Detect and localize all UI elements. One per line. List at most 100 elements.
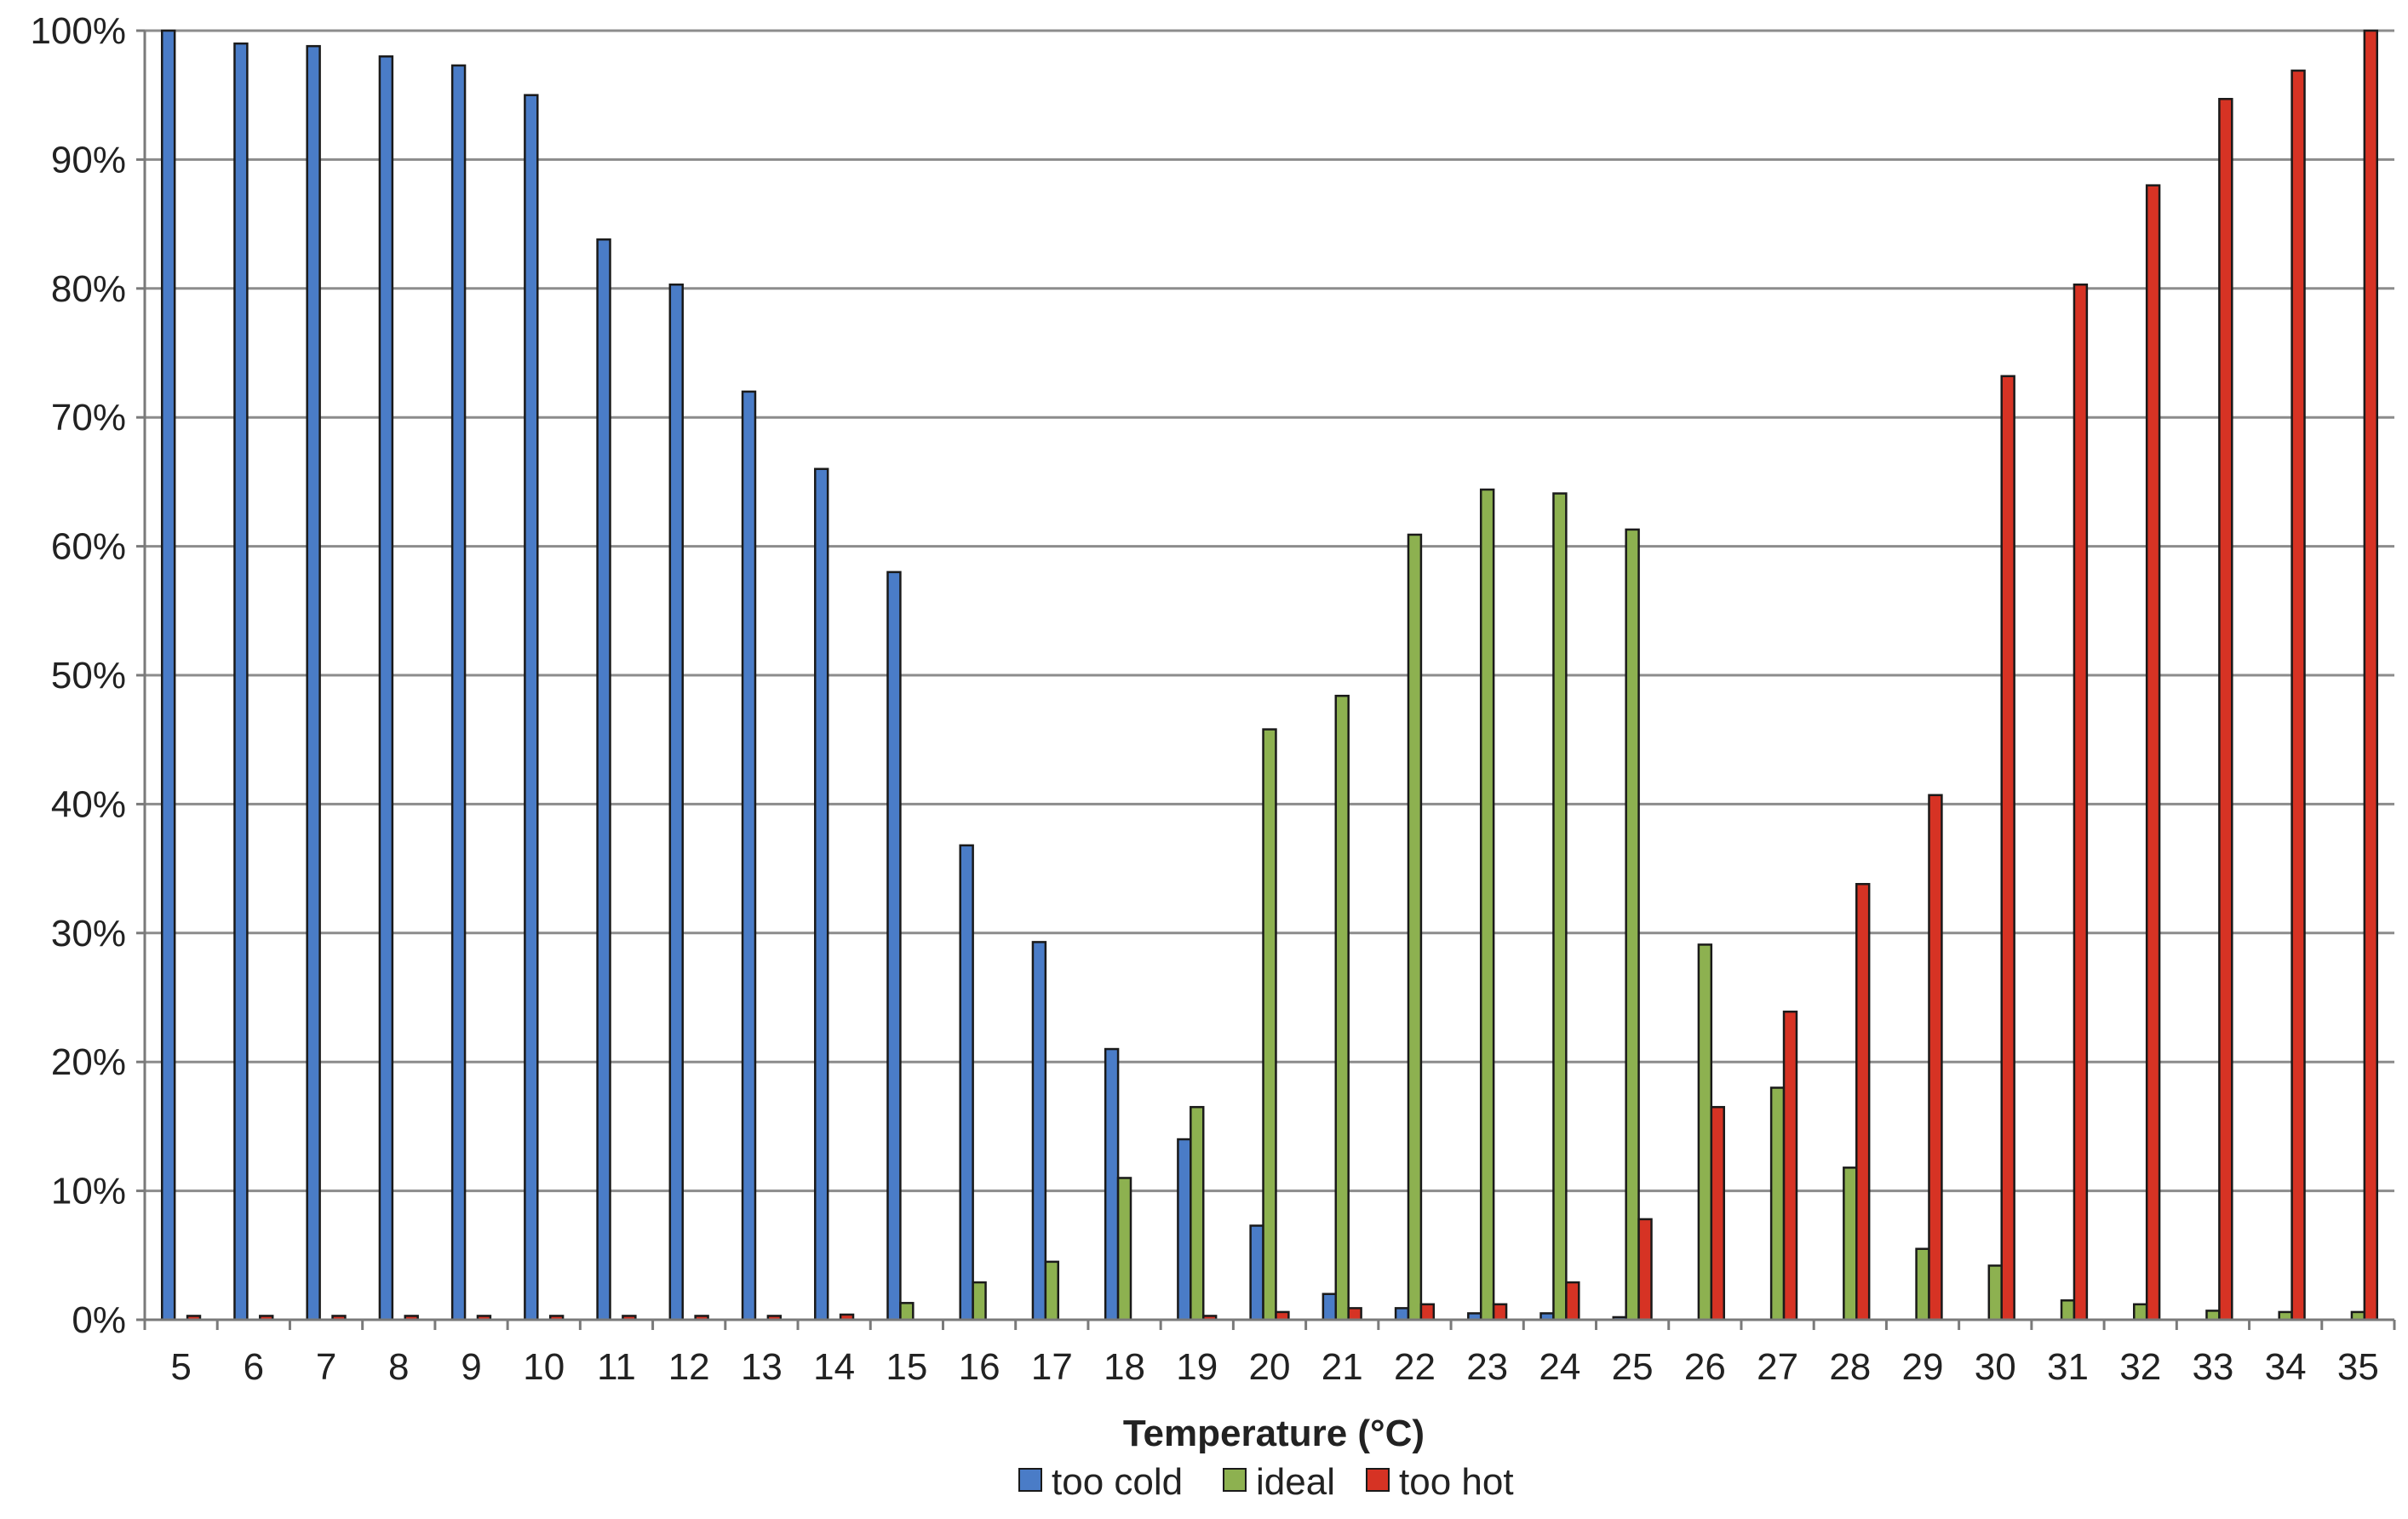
bar-too-cold-11: [596, 238, 611, 1321]
bar-too-hot-35: [2363, 29, 2379, 1321]
bar-too-hot-32: [2145, 184, 2161, 1321]
bar-ideal-17: [1044, 1260, 1060, 1321]
x-tick-label: 21: [1322, 1346, 1363, 1388]
bar-ideal-24: [1552, 492, 1568, 1321]
x-tick-label: 32: [2119, 1346, 2161, 1388]
gridlines: [145, 29, 2394, 1193]
bar-too-cold-19: [1177, 1138, 1192, 1321]
legend-swatch: [1018, 1468, 1042, 1492]
y-tick-label: 50%: [51, 655, 126, 696]
y-tick-label: 10%: [51, 1171, 126, 1212]
bar-too-hot-28: [1855, 883, 1871, 1321]
bar-ideal-21: [1334, 694, 1350, 1321]
bar-too-cold-18: [1104, 1047, 1120, 1321]
x-tick-label: 24: [1539, 1346, 1580, 1388]
x-axis-label: Temperature (°C): [1123, 1413, 1425, 1454]
bar-too-cold-21: [1322, 1293, 1338, 1321]
x-tick-label: 29: [1902, 1346, 1944, 1388]
bar-ideal-19: [1190, 1105, 1205, 1321]
legend-swatch: [1223, 1468, 1247, 1492]
bar-ideal-22: [1407, 533, 1423, 1321]
bar-ideal-28: [1843, 1166, 1858, 1321]
x-tick-label: 28: [1829, 1346, 1871, 1388]
y-tick-label: 60%: [51, 526, 126, 568]
x-tick-label: 26: [1684, 1346, 1726, 1388]
y-tick-label: 70%: [51, 397, 126, 439]
bar-too-cold-10: [524, 94, 539, 1321]
bar-too-cold-13: [741, 390, 757, 1321]
x-tick-label: 8: [388, 1346, 409, 1388]
y-tick-label: 40%: [51, 783, 126, 825]
x-tick-label: 6: [244, 1346, 264, 1388]
bar-too-hot-22: [1419, 1303, 1436, 1321]
x-tick-labels: 5 6 7 8 9 10 11 12 13 14 15 16 17 18 19 20 21 22 23 24 25 26 2…: [170, 1346, 2378, 1388]
x-tick-label: 16: [959, 1346, 1000, 1388]
bar-ideal-30: [1987, 1264, 2003, 1321]
x-tick-label: 5: [170, 1346, 191, 1388]
x-tick-label: 18: [1104, 1346, 1145, 1388]
bar-too-hot-34: [2290, 69, 2306, 1321]
bar-too-hot-31: [2073, 284, 2089, 1321]
legend-label: ideal: [1256, 1461, 1335, 1503]
bar-too-cold-14: [814, 467, 829, 1321]
x-tick-label: 31: [2047, 1346, 2089, 1388]
bar-ideal-23: [1479, 488, 1495, 1321]
bar-too-cold-6: [233, 42, 249, 1321]
bar-ideal-15: [899, 1302, 914, 1321]
x-tick-label: 34: [2265, 1346, 2307, 1388]
bar-too-hot-26: [1710, 1105, 1725, 1321]
legend: too cold ideal too hot: [1018, 1461, 1514, 1503]
bar-ideal-26: [1697, 943, 1713, 1321]
bar-too-hot-23: [1492, 1303, 1508, 1321]
legend-item-too-hot: too hot: [1366, 1461, 1514, 1503]
bar-too-hot-24: [1565, 1281, 1580, 1321]
x-tick-label: 33: [2192, 1346, 2233, 1388]
bar-too-hot-30: [2000, 375, 2015, 1321]
bar-ideal-27: [1769, 1086, 1786, 1321]
legend-label: too hot: [1399, 1461, 1514, 1503]
x-tick-label: 20: [1249, 1346, 1291, 1388]
y-tick-label: 20%: [51, 1041, 126, 1083]
x-tick-label: 27: [1757, 1346, 1798, 1388]
bar-too-cold-8: [378, 55, 394, 1321]
bar-too-cold-16: [959, 844, 974, 1321]
x-tick-label: 17: [1031, 1346, 1073, 1388]
bar-too-hot-21: [1347, 1307, 1362, 1321]
y-tick-label: 0%: [72, 1299, 126, 1341]
bar-too-cold-9: [450, 64, 467, 1321]
bar-ideal-33: [2205, 1310, 2221, 1321]
legend-swatch: [1366, 1468, 1390, 1492]
x-tick-label: 7: [316, 1346, 336, 1388]
legend-item-too-cold: too cold: [1018, 1461, 1183, 1503]
x-tick-label: 11: [597, 1346, 636, 1388]
bar-too-cold-22: [1394, 1307, 1410, 1321]
legend-label: too cold: [1052, 1461, 1183, 1503]
bar-too-hot-33: [2218, 97, 2233, 1321]
x-tick-label: 19: [1176, 1346, 1218, 1388]
bar-too-cold-12: [668, 284, 684, 1321]
bar-ideal-31: [2060, 1299, 2076, 1321]
x-tick-label: 35: [2337, 1346, 2379, 1388]
x-tick-label: 25: [1612, 1346, 1654, 1388]
x-tick-label: 14: [813, 1346, 855, 1388]
x-tick-label: 9: [461, 1346, 481, 1388]
bar-too-cold-7: [306, 44, 321, 1321]
legend-item-ideal: ideal: [1223, 1461, 1335, 1503]
y-tick-label: 100%: [30, 10, 126, 52]
y-tick-label: 30%: [51, 913, 126, 954]
bar-too-cold-17: [1031, 941, 1047, 1321]
x-tick-label: 22: [1394, 1346, 1436, 1388]
bar-too-hot-29: [1928, 794, 1943, 1321]
bar-ideal-20: [1262, 728, 1277, 1321]
bar-ideal-18: [1116, 1177, 1132, 1321]
bar-too-hot-27: [1782, 1010, 1798, 1321]
bar-too-hot-25: [1637, 1218, 1653, 1321]
x-tick-label: 13: [741, 1346, 783, 1388]
bars: [160, 29, 2379, 1321]
bar-too-cold-20: [1249, 1224, 1264, 1321]
bar-too-cold-15: [886, 570, 902, 1321]
bar-ideal-29: [1915, 1247, 1930, 1321]
x-tick-label: 10: [523, 1346, 565, 1388]
